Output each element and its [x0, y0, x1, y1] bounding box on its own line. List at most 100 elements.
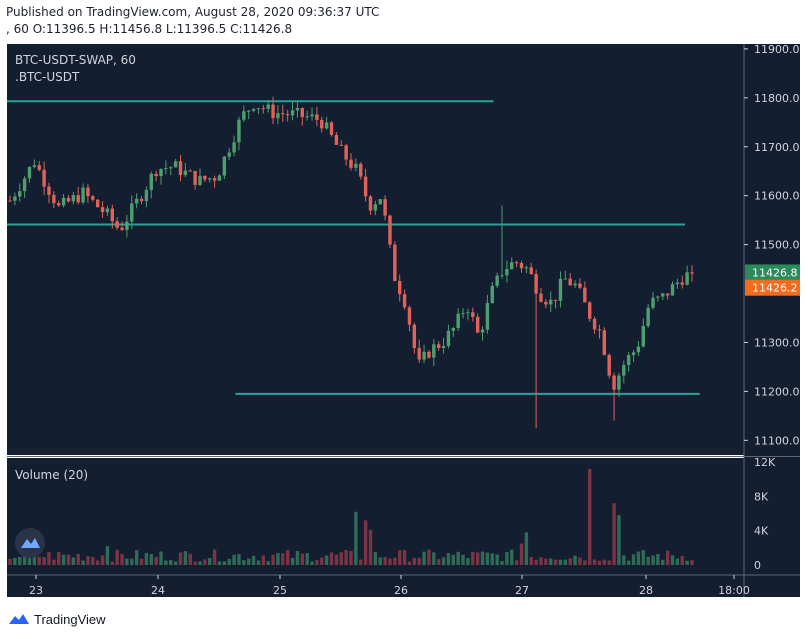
volume-bar: [398, 550, 402, 565]
candle-body: [553, 299, 558, 301]
volume-bar: [622, 555, 626, 565]
candle-body: [549, 299, 553, 305]
volume-bar: [432, 552, 436, 565]
candle-body: [675, 282, 680, 285]
axis-corner: [744, 575, 800, 597]
volume-bar: [271, 554, 275, 565]
close-price-badge: [745, 279, 800, 296]
candle-body: [66, 197, 71, 202]
x-tick-label: 18:00: [718, 584, 750, 597]
y-tick-label: 11900.0: [754, 43, 800, 56]
volume-bar: [539, 557, 543, 565]
candle-body: [8, 200, 12, 202]
time-axis-pane: [7, 575, 744, 597]
candle-body: [305, 116, 309, 118]
candle-body: [324, 122, 329, 129]
volume-bar: [529, 557, 533, 565]
candle-body: [612, 375, 616, 390]
x-tick-label: 25: [273, 584, 287, 597]
volume-bar: [675, 558, 680, 565]
volume-bar: [130, 558, 134, 565]
candle-body: [622, 365, 626, 376]
volume-bar: [436, 559, 441, 565]
candle-body: [592, 318, 597, 330]
candle-body: [539, 293, 543, 302]
volume-bar: [665, 550, 670, 565]
volume-bar: [57, 552, 61, 565]
volume-bar: [378, 557, 382, 565]
volume-bar: [81, 560, 85, 565]
footer-brand: TradingView: [34, 611, 106, 627]
candle-body: [422, 351, 426, 360]
candle-body: [441, 345, 446, 348]
tradingview-footer[interactable]: TradingView: [8, 611, 106, 627]
candle-body: [685, 272, 689, 285]
volume-bar: [485, 552, 490, 565]
candle-body: [417, 347, 421, 360]
candle-body: [227, 152, 231, 157]
candle-body: [607, 354, 611, 376]
volume-bar: [451, 554, 456, 565]
volume-bar: [568, 558, 572, 565]
volume-bar: [18, 556, 22, 565]
candle-body: [125, 221, 129, 230]
volume-bar: [583, 560, 587, 565]
volume-bar: [198, 561, 202, 565]
candle-body: [193, 171, 197, 185]
volume-bar: [110, 561, 115, 565]
y-tick-label: 11800.0: [754, 92, 800, 105]
candle-body: [183, 170, 188, 176]
candle-body: [398, 280, 402, 295]
candle-body: [505, 269, 509, 276]
volume-bar: [510, 549, 514, 565]
volume-bar: [115, 549, 119, 565]
candle-body: [344, 145, 348, 160]
volume-bar: [227, 558, 231, 565]
candle-body: [144, 189, 149, 202]
volume-bar: [446, 553, 451, 565]
last-price-badge: [745, 264, 800, 281]
candle-body: [626, 355, 631, 366]
volume-tick-label: 12K: [754, 456, 776, 469]
candle-body: [529, 267, 533, 275]
candle-body: [232, 142, 236, 153]
volume-bar: [22, 550, 27, 565]
candle-body: [349, 159, 353, 168]
volume-bar: [388, 558, 392, 565]
candle-body: [42, 169, 46, 187]
volume-bar: [188, 553, 192, 565]
candle-body: [154, 173, 158, 177]
volume-bar: [256, 560, 261, 565]
last-price-value: 11426.8: [752, 266, 798, 279]
volume-bar: [573, 555, 577, 565]
volume-bar: [42, 556, 46, 565]
candle-body: [315, 114, 319, 120]
candle-body: [37, 165, 41, 170]
volume-bar: [203, 559, 207, 565]
volume-bar: [149, 553, 153, 565]
candle-body: [631, 352, 636, 356]
candle-body: [378, 199, 382, 205]
candle-body: [354, 163, 358, 168]
candle-body: [212, 178, 217, 181]
volume-bar: [281, 553, 285, 565]
candle-body: [651, 297, 655, 308]
volume-bar: [164, 560, 168, 565]
volume-bar: [578, 557, 582, 565]
candle-body: [456, 313, 460, 328]
candle-body: [295, 107, 300, 111]
volume-bar: [383, 556, 387, 565]
volume-tick-label: 0: [754, 559, 761, 572]
volume-bar: [412, 557, 417, 565]
volume-bar: [461, 554, 465, 565]
candle-body: [665, 293, 670, 296]
candle-body: [451, 327, 456, 331]
volume-bar: [549, 558, 553, 565]
candle-body: [105, 208, 110, 213]
volume-bar: [154, 556, 158, 565]
candle-body: [544, 301, 548, 305]
x-tick-label: 28: [639, 584, 653, 597]
candle-body: [130, 203, 134, 222]
candle-body: [563, 278, 568, 280]
